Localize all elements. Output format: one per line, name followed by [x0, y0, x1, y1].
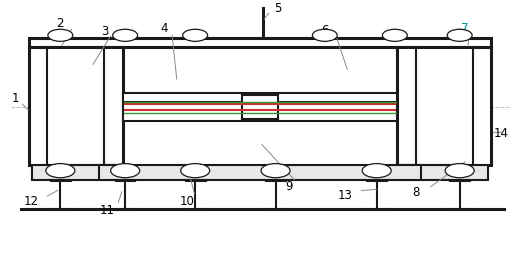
- Text: 8: 8: [412, 185, 419, 198]
- Circle shape: [445, 164, 474, 178]
- Bar: [400, 165, 488, 181]
- Text: 1: 1: [11, 91, 19, 104]
- Text: 14: 14: [493, 126, 509, 139]
- Bar: [99, 165, 421, 181]
- Text: 9: 9: [285, 179, 292, 192]
- Circle shape: [48, 30, 73, 42]
- Circle shape: [113, 30, 138, 42]
- Text: 7: 7: [461, 22, 469, 35]
- Circle shape: [362, 164, 391, 178]
- Circle shape: [180, 164, 210, 178]
- Circle shape: [382, 30, 407, 42]
- Text: 3: 3: [101, 25, 108, 38]
- Bar: [29, 39, 491, 47]
- Text: 6: 6: [321, 23, 329, 36]
- Text: 11: 11: [99, 203, 114, 216]
- Circle shape: [261, 164, 290, 178]
- Text: 10: 10: [180, 194, 195, 207]
- Circle shape: [183, 30, 207, 42]
- Circle shape: [46, 164, 75, 178]
- Text: 2: 2: [57, 17, 64, 30]
- Text: 12: 12: [23, 194, 38, 207]
- Circle shape: [313, 30, 337, 42]
- Bar: [32, 165, 120, 181]
- Text: 4: 4: [160, 22, 168, 35]
- Bar: [29, 47, 123, 165]
- Text: 13: 13: [338, 188, 353, 201]
- Text: 5: 5: [275, 2, 282, 15]
- Bar: [397, 47, 491, 165]
- Bar: [123, 94, 397, 121]
- Circle shape: [447, 30, 472, 42]
- Bar: [242, 96, 278, 120]
- Circle shape: [111, 164, 140, 178]
